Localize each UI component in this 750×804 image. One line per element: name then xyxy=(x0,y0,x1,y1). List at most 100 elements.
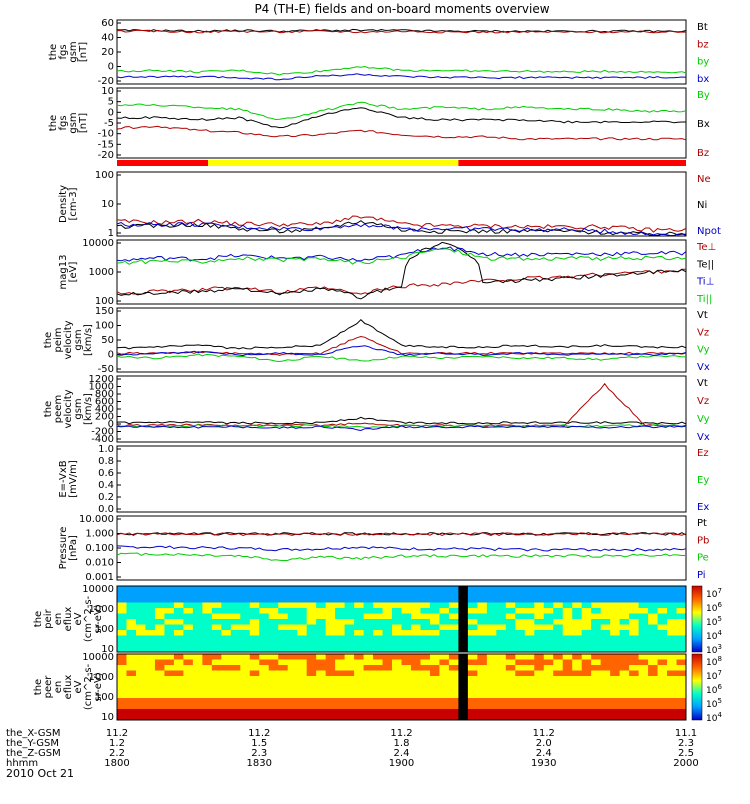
peem_velocity-panel: thepeemvelocitygsm[km/s] 1200100080060040… xyxy=(43,374,710,445)
axis-row-value: 2.5 xyxy=(678,748,694,759)
peir_spectrogram-ytick: 10000 xyxy=(82,584,114,595)
peem_velocity-ytick: 800 xyxy=(95,389,114,400)
mode-bar-segment xyxy=(458,160,686,166)
fgs_gsm_zoom-series-2 xyxy=(116,125,687,141)
peim_velocity-series-2 xyxy=(116,353,687,363)
fgs_gsm-panel: thefgsgsm[nT] 60 40 20 0 -20 Bt bz by bx xyxy=(48,18,709,87)
mode-bar-segment xyxy=(117,160,209,166)
fgs_gsm-series-3 xyxy=(116,73,687,81)
peem_velocity-series-3 xyxy=(116,425,687,432)
fgs_gsm-legend-3: bx xyxy=(697,74,709,85)
efield-ytick: 0.0 xyxy=(98,504,114,515)
fgs_gsm_zoom-ytick: -10 xyxy=(98,129,114,140)
axis-row-value: 11.2 xyxy=(533,728,555,739)
efield-legend-2: Ex xyxy=(697,502,709,513)
peim_velocity-panel: thepeimvelocitygsm[km/s]150 100 50 0 -50 Vt Vz… xyxy=(43,306,710,375)
pressure-ytick: 0.010 xyxy=(85,558,114,569)
temperature-panel: mag13[eV]10000 1000 100 Te⊥ Te|| Ti⊥ Ti|| xyxy=(58,238,716,307)
pressure-series-3 xyxy=(116,545,687,552)
peir_spectrogram-colorbar-tick: 103 xyxy=(706,643,722,656)
pressure-ytick: 10.000 xyxy=(79,514,114,525)
fgs_gsm-ylabel: thefgsgsm[nT] xyxy=(48,41,89,62)
peem_velocity-ytick: -400 xyxy=(91,434,114,445)
fgs_gsm_zoom-ytick: -20 xyxy=(98,150,114,161)
fgs_gsm_zoom-ytick: 10 xyxy=(101,86,114,97)
fgs_gsm-ytick: 0 xyxy=(108,62,114,73)
efield-ytick: 0.6 xyxy=(98,468,114,479)
pressure-legend-3: Pi xyxy=(697,570,706,581)
axis-row-value: 1.2 xyxy=(109,738,125,749)
peir_spectrogram-colorbar xyxy=(691,585,703,653)
density-legend-1: Ni xyxy=(697,200,707,211)
peim_velocity-ytick: 0 xyxy=(108,350,114,361)
peim_velocity-legend-1: Vz xyxy=(697,327,709,338)
density-ytick: 100 xyxy=(95,170,114,181)
axis-row-value: 2.3 xyxy=(251,748,267,759)
temperature-legend-0: Te⊥ xyxy=(696,242,716,253)
efield-ylabel: E=-VxB[mV/m] xyxy=(58,460,79,498)
pressure-panel: Pressure[nPa]10.000 1.000 0.100 0.010 0.001 P… xyxy=(58,514,709,583)
temperature-ytick: 1000 xyxy=(89,267,114,278)
peer_spectrogram-ytick: 10000 xyxy=(82,652,114,663)
temperature-series-3 xyxy=(116,248,687,265)
peem_velocity-legend-1: Vz xyxy=(697,396,709,407)
peim_velocity-series-0 xyxy=(116,319,687,350)
peem_velocity-ytick: -200 xyxy=(91,427,114,438)
fgs_gsm-legend-0: Bt xyxy=(697,22,708,33)
axis-row-value: 1900 xyxy=(389,758,414,769)
efield-frame xyxy=(116,445,687,513)
peem_velocity-ytick: 600 xyxy=(95,397,114,408)
peim_velocity-legend-0: Vt xyxy=(697,310,708,321)
peim_velocity-legend-2: Vy xyxy=(697,345,710,356)
axis-row-value: 1930 xyxy=(531,758,556,769)
peer_spectrogram-ytick: 100 xyxy=(95,692,114,703)
fgs_gsm_zoom-legend-1: Bx xyxy=(697,119,710,130)
fgs_gsm_zoom-ytick: -15 xyxy=(98,139,114,150)
peim_velocity-series-3 xyxy=(116,345,687,357)
density-ytick: 1 xyxy=(108,228,114,239)
temperature-series-0 xyxy=(116,268,686,295)
density-legend-2: Npot xyxy=(697,226,721,237)
fgs_gsm-ytick: 40 xyxy=(101,33,114,44)
fgs_gsm_zoom-ytick: 5 xyxy=(108,97,114,108)
pressure-legend-2: Pe xyxy=(697,553,709,564)
peim_velocity-ytick: -50 xyxy=(98,364,114,375)
density-legend-0: Ne xyxy=(697,174,711,185)
peer_spectrogram-colorbar-tick: 108 xyxy=(706,655,722,668)
peer_spectrogram-colorbar xyxy=(691,653,703,721)
axis-row-label: hhmm xyxy=(6,758,38,769)
temperature-series-1 xyxy=(116,241,687,300)
axis-row-value: 2.2 xyxy=(109,748,125,759)
fgs_gsm-series-1 xyxy=(116,29,687,34)
temperature-ytick: 100 xyxy=(95,296,114,307)
axis-row-value: 11.2 xyxy=(106,728,128,739)
fgs_gsm_zoom-ytick: 0 xyxy=(108,107,114,118)
fgs_gsm-ytick: 60 xyxy=(101,18,114,29)
pressure-series-2 xyxy=(116,552,686,562)
density-series-1 xyxy=(116,220,687,236)
peer_spectrogram-colorbar-tick: 107 xyxy=(706,669,722,682)
peir_spectrogram-ylabel: thepeirenefluxeV(cm^2-s-sr-eV) xyxy=(33,595,104,642)
fgs_gsm-ytick: 20 xyxy=(101,47,114,58)
fgs_gsm_zoom-series-1 xyxy=(116,107,686,129)
pressure-frame xyxy=(116,515,687,581)
peer_spectrogram-ytick: 10 xyxy=(101,712,114,723)
fgs_gsm_zoom-ylabel: thefgsgsm[nT] xyxy=(48,112,89,133)
axis-row-value: 11.2 xyxy=(248,728,270,739)
peim_velocity-legend-3: Vx xyxy=(697,362,710,373)
efield-ytick: 0.4 xyxy=(98,480,114,491)
peer_spectrogram-colorbar-tick: 106 xyxy=(706,683,722,696)
fgs_gsm-series-0 xyxy=(116,28,687,33)
peem_velocity-ytick: 1000 xyxy=(89,382,114,393)
temperature-ytick: 10000 xyxy=(82,238,114,249)
axis-row-value: 2.4 xyxy=(536,748,552,759)
temperature-legend-3: Ti|| xyxy=(696,294,712,305)
mode-bar-segment xyxy=(208,160,459,166)
fgs_gsm-legend-2: by xyxy=(697,57,709,68)
axis-row-value: 1.8 xyxy=(394,738,410,749)
pressure-legend-0: Pt xyxy=(697,518,707,529)
peer_spectrogram-colorbar-tick: 104 xyxy=(706,711,722,724)
fgs_gsm_zoom-ytick: -5 xyxy=(104,118,114,129)
temperature-frame xyxy=(116,239,687,305)
